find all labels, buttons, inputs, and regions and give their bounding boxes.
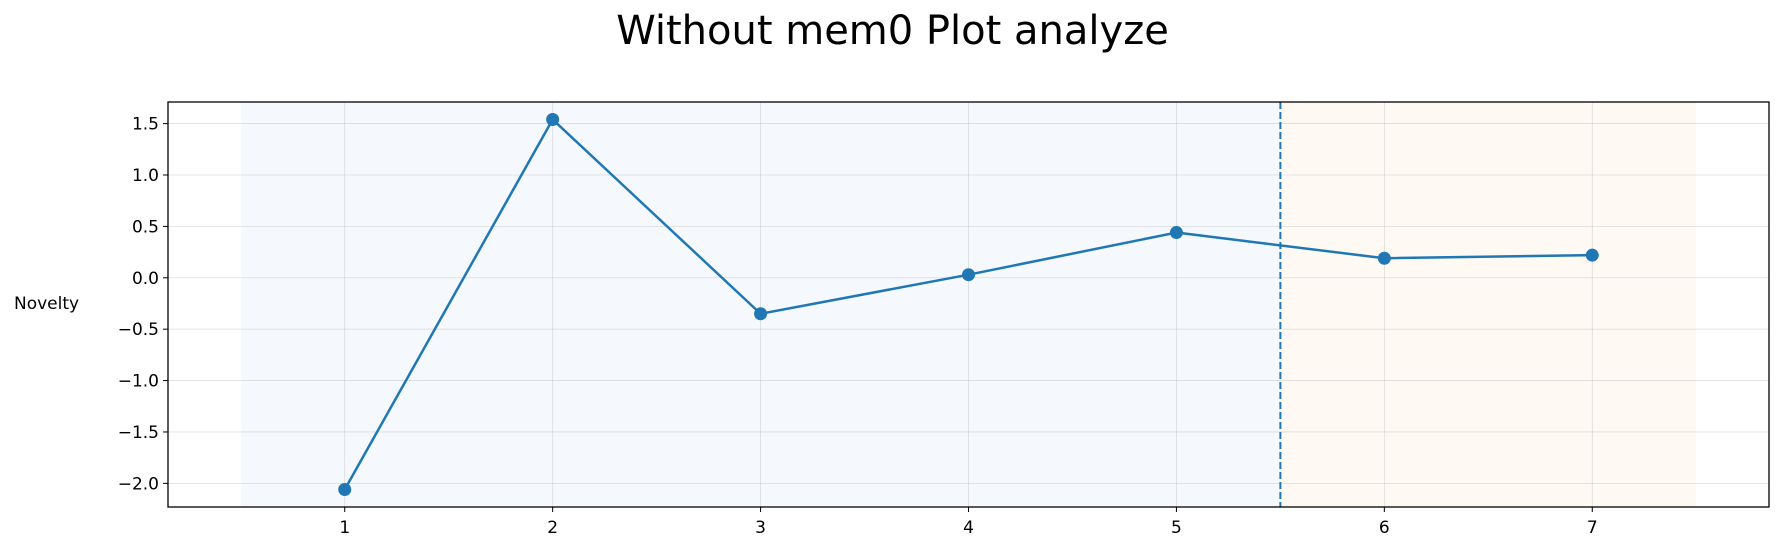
y-tick-label: 0.0: [132, 269, 159, 289]
y-tick-label: 1.0: [132, 166, 159, 186]
data-point: [1377, 251, 1391, 265]
data-series: [338, 112, 1599, 497]
y-tick-label: −1.5: [118, 423, 159, 443]
y-tick-label: −2.0: [118, 474, 159, 494]
y-tick-label: −1.0: [118, 372, 159, 392]
x-tick-label: 5: [1171, 518, 1182, 538]
data-point: [1585, 248, 1599, 262]
y-axis: 1.5 1.0 0.5 0.0 −0.5 −1.0 −1.5 −2.0: [118, 115, 168, 494]
y-tick-label: 0.5: [132, 217, 159, 237]
x-tick-label: 3: [755, 518, 766, 538]
chart-title: Without mem0 Plot analyze: [616, 8, 1169, 54]
shaded-region-2: [1280, 102, 1697, 507]
x-tick-label: 2: [547, 518, 558, 538]
data-point: [962, 268, 975, 282]
x-tick-label: 1: [339, 518, 350, 538]
y-tick-label: 1.5: [132, 115, 159, 135]
y-axis-label: Novelty: [14, 294, 79, 314]
grid-lines: [168, 102, 1769, 507]
shaded-regions: [240, 102, 1697, 507]
data-point: [338, 483, 352, 497]
shaded-region-1: [240, 102, 1281, 507]
data-point: [1169, 226, 1183, 240]
x-axis: 1 2 3 4 5 6 7: [339, 507, 1598, 538]
data-point: [546, 112, 560, 126]
data-point: [754, 307, 768, 321]
x-tick-label: 4: [963, 518, 974, 538]
x-tick-label: 6: [1379, 518, 1390, 538]
y-tick-label: −0.5: [118, 320, 159, 340]
x-tick-label: 7: [1587, 518, 1598, 538]
